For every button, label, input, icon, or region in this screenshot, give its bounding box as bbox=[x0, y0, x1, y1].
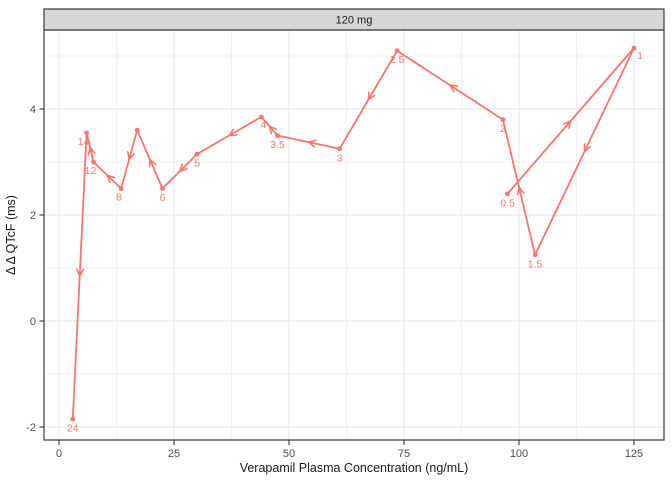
data-point bbox=[631, 45, 637, 51]
direction-arrow bbox=[89, 146, 96, 155]
data-point bbox=[194, 151, 200, 157]
direction-arrow bbox=[563, 120, 572, 125]
data-point bbox=[505, 191, 510, 197]
direction-arrow bbox=[367, 94, 376, 101]
panel-border bbox=[43, 29, 665, 441]
x-axis-title: Verapamil Plasma Concentration (ng/mL) bbox=[240, 461, 469, 475]
direction-arrow bbox=[87, 146, 91, 156]
y-tick-label: 0 bbox=[30, 316, 36, 328]
data-point bbox=[118, 186, 124, 191]
direction-arrow bbox=[367, 91, 370, 101]
point-time-label: 3 bbox=[337, 152, 343, 164]
point-time-label: 1 bbox=[637, 50, 643, 62]
point-time-label: 8 bbox=[116, 192, 122, 204]
point-time-label: 4 bbox=[260, 119, 266, 131]
direction-arrow bbox=[567, 120, 572, 129]
direction-arrow bbox=[307, 139, 317, 143]
series-path bbox=[71, 47, 635, 420]
direction-arrow bbox=[106, 174, 116, 179]
point-time-label: 6 bbox=[160, 192, 166, 204]
x-tick-label: 125 bbox=[625, 448, 643, 460]
point-time-label: 12 bbox=[85, 165, 97, 177]
x-tick-label: 50 bbox=[283, 448, 295, 460]
y-tick-label: 4 bbox=[30, 104, 36, 116]
x-tick-label: 75 bbox=[398, 448, 410, 460]
point-time-label: 0.5 bbox=[500, 197, 515, 209]
point-time-label: 14 bbox=[78, 136, 90, 148]
x-tick-label: 0 bbox=[56, 448, 62, 460]
direction-arrow bbox=[449, 84, 455, 93]
direction-arrow bbox=[128, 152, 135, 161]
point-time-label: 24 bbox=[67, 423, 79, 435]
data-point bbox=[91, 159, 96, 165]
point-time-label: 2.5 bbox=[390, 54, 405, 66]
direction-arrow bbox=[518, 186, 525, 194]
direction-arrow bbox=[75, 268, 81, 277]
direction-arrow bbox=[106, 174, 111, 184]
direction-arrow bbox=[268, 125, 278, 130]
direction-arrow bbox=[149, 158, 157, 166]
facet-strip-label: 120 mg bbox=[336, 15, 373, 27]
y-axis-title: Δ Δ QTcF (ms) bbox=[4, 195, 18, 275]
point-time-label: 2 bbox=[500, 123, 506, 135]
data-point bbox=[259, 114, 264, 120]
data-point bbox=[84, 130, 89, 136]
gridlines-major bbox=[44, 30, 664, 440]
data-point bbox=[275, 133, 280, 138]
data-point bbox=[337, 146, 342, 152]
direction-arrow bbox=[78, 268, 85, 277]
direction-arrow bbox=[228, 128, 235, 137]
data-point bbox=[394, 48, 400, 54]
direction-arrow bbox=[268, 125, 273, 135]
y-tick-label: -2 bbox=[26, 422, 36, 434]
x-tick-label: 100 bbox=[510, 448, 528, 460]
data-point bbox=[70, 416, 76, 422]
gridlines-minor bbox=[44, 30, 664, 440]
direction-arrow bbox=[178, 168, 188, 173]
x-tick-label: 25 bbox=[168, 448, 180, 460]
data-point bbox=[134, 127, 140, 133]
data-series: 0.5 1 1.5 2 2.5 3 3.5 4 5 6 8 12 14 24 bbox=[67, 45, 643, 435]
data-point bbox=[532, 252, 538, 258]
facet-strip bbox=[43, 8, 665, 31]
y-tick-label: 2 bbox=[30, 210, 36, 222]
direction-arrow bbox=[583, 145, 592, 153]
direction-arrow bbox=[449, 84, 459, 87]
direction-arrow bbox=[516, 186, 520, 196]
point-time-label: 1.5 bbox=[528, 258, 543, 270]
direction-arrow bbox=[127, 151, 130, 161]
data-point bbox=[160, 186, 165, 191]
direction-arrow bbox=[307, 141, 316, 148]
direction-arrow bbox=[178, 163, 184, 173]
data-point bbox=[500, 117, 506, 122]
direction-arrow bbox=[228, 134, 238, 137]
axis-ticks bbox=[39, 108, 635, 445]
point-time-label: 5 bbox=[194, 158, 200, 170]
point-time-label: 3.5 bbox=[270, 139, 285, 151]
